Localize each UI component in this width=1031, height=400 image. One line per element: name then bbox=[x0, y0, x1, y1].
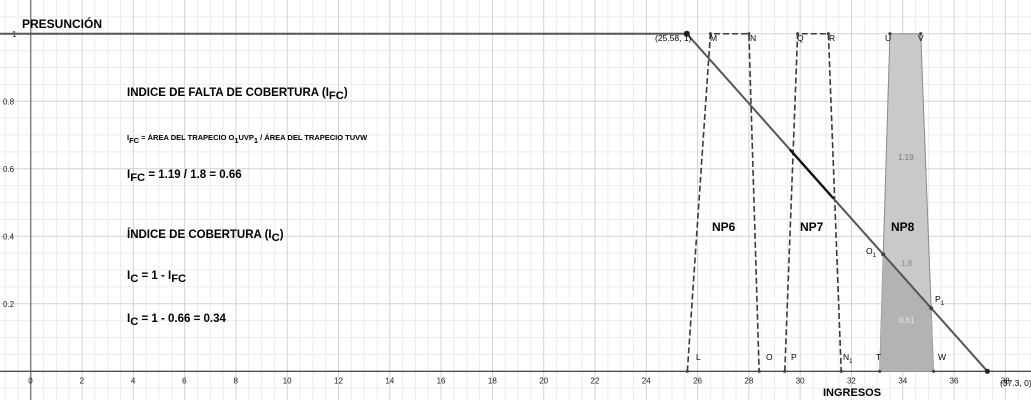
x-axis-title: INGRESOS bbox=[823, 387, 881, 399]
vertex-point bbox=[839, 369, 843, 373]
x-tick-label: 12 bbox=[334, 376, 343, 385]
ic-formula: IC = 1 - IFC bbox=[127, 270, 187, 285]
vertex-point bbox=[796, 32, 800, 36]
x-tick-label: 36 bbox=[950, 376, 959, 385]
label-Q: Q bbox=[797, 33, 804, 43]
y-tick-label: 0.6 bbox=[3, 165, 15, 174]
tick-labels: 0 2 4 6 8 10 12 14 16 18 20 22 24 26 28 30 32 34 36 380.20.… bbox=[3, 30, 1010, 386]
area-label-0-61: 0.61 bbox=[899, 316, 915, 325]
x-tick-label: 16 bbox=[437, 376, 446, 385]
label-P: P bbox=[791, 352, 797, 362]
peak-point-label: (25.58, 1) bbox=[655, 33, 692, 43]
label-W: W bbox=[938, 352, 946, 362]
label-P1: P1 bbox=[935, 294, 945, 307]
x-tick-label: 34 bbox=[898, 376, 907, 385]
x-tick-label: 10 bbox=[283, 376, 292, 385]
y-tick-label: 0.8 bbox=[3, 97, 15, 106]
points bbox=[683, 30, 990, 374]
point-P1 bbox=[929, 306, 934, 311]
vertex-point bbox=[708, 32, 713, 36]
label-O1: O1 bbox=[866, 246, 877, 259]
label-V: V bbox=[918, 33, 924, 43]
label-M: M bbox=[710, 33, 717, 43]
vertex-point bbox=[888, 32, 892, 36]
ic-value: IC = 1 - 0.66 = 0.34 bbox=[127, 313, 226, 328]
label-U: U bbox=[885, 33, 891, 43]
x-tick-label: 24 bbox=[642, 376, 651, 385]
x-tick-label: 6 bbox=[182, 376, 187, 385]
np7-label: NP7 bbox=[800, 220, 824, 234]
np7-trapezoid bbox=[783, 32, 843, 372]
x-tick-label: 22 bbox=[591, 376, 600, 385]
y-tick-label: 0.4 bbox=[3, 232, 15, 241]
vertex-point bbox=[685, 369, 689, 373]
x-end-label: (37.3, 0) bbox=[1000, 378, 1031, 388]
vertex-point bbox=[919, 32, 923, 36]
label-N1: N1 bbox=[843, 352, 853, 365]
x-tick-label: 2 bbox=[80, 376, 85, 385]
ifc-formula: IFC = ÁREA DEL TRAPECIO O1UVP1 / ÁREA DE… bbox=[127, 133, 368, 145]
x-tick-label: 32 bbox=[847, 376, 856, 385]
x-tick-label: 28 bbox=[744, 376, 753, 385]
x-tick-label: 14 bbox=[385, 376, 394, 385]
np6-trapezoid bbox=[686, 32, 760, 372]
label-T: T bbox=[876, 352, 881, 362]
peak-point bbox=[683, 30, 690, 37]
x-tick-label: 0 bbox=[28, 376, 33, 385]
vertex-point bbox=[747, 32, 751, 36]
label-O: O bbox=[766, 352, 773, 362]
x-tick-label: 30 bbox=[796, 376, 805, 385]
ifc-value: IFC = 1.19 / 1.8 = 0.66 bbox=[127, 169, 242, 184]
area-label-1-8: 1.8 bbox=[901, 259, 913, 268]
vertex-point bbox=[931, 369, 936, 373]
area-label-1-19: 1.19 bbox=[898, 153, 914, 162]
y-tick-label: 0.2 bbox=[3, 300, 15, 309]
presuncion-highlight-segment bbox=[789, 148, 835, 200]
vertex-point bbox=[783, 369, 787, 373]
y-axis-title: PRESUNCIÓN bbox=[22, 16, 102, 31]
np6-label: NP6 bbox=[712, 220, 736, 234]
label-N: N bbox=[750, 33, 756, 43]
vertex-point bbox=[826, 32, 830, 36]
np8-label: NP8 bbox=[891, 220, 915, 234]
x-tick-label: 18 bbox=[488, 376, 497, 385]
x-tick-label: 26 bbox=[693, 376, 702, 385]
x-tick-label: 38 bbox=[1001, 376, 1010, 385]
np8-area-below-line bbox=[879, 254, 934, 372]
label-L: L bbox=[696, 352, 701, 362]
x-tick-label: 20 bbox=[539, 376, 548, 385]
vertex-point bbox=[757, 369, 761, 373]
end-point bbox=[984, 368, 990, 374]
label-R: R bbox=[829, 33, 835, 43]
ic-title: ÍNDICE DE COBERTURA (IC) bbox=[127, 229, 284, 244]
point-O1 bbox=[881, 252, 886, 257]
x-tick-label: 8 bbox=[233, 376, 238, 385]
vertex-point bbox=[878, 369, 882, 373]
ifc-title: INDICE DE FALTA DE COBERTURA (IFC) bbox=[127, 87, 348, 102]
x-tick-label: 4 bbox=[131, 376, 136, 385]
